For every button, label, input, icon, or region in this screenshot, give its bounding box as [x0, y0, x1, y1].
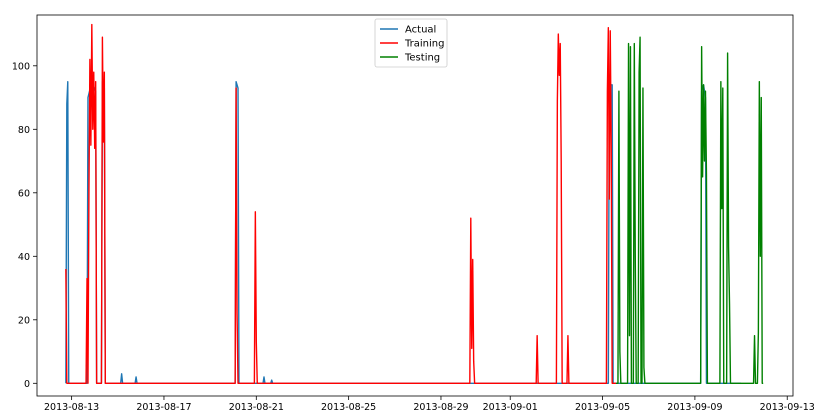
x-tick-label: 2013-08-25: [321, 402, 376, 413]
legend-label-training: Training: [404, 39, 444, 50]
x-tick-label: 2013-08-17: [136, 402, 191, 413]
series-layer: [65, 23, 764, 384]
legend: Actual Training Testing: [374, 18, 448, 68]
series-line-testing: [616, 36, 764, 384]
x-axis: 2013-08-13 2013-08-17 2013-08-21 2013-08-25…: [44, 396, 815, 413]
legend-box: [374, 18, 448, 68]
x-tick-label: 2013-09-01: [483, 402, 538, 413]
y-tick-label: 0: [24, 379, 30, 390]
y-axis: 0 20 40 60 80 100: [12, 61, 37, 390]
legend-label-testing: Testing: [404, 53, 440, 64]
x-tick-label: 2013-09-09: [667, 402, 722, 413]
x-tick-label: 2013-08-21: [229, 402, 284, 413]
y-tick-label: 40: [18, 252, 30, 263]
y-tick-label: 80: [18, 125, 30, 136]
y-tick-label: 100: [12, 61, 30, 72]
legend-label-actual: Actual: [405, 25, 436, 36]
x-tick-label: 2013-08-13: [44, 402, 99, 413]
plot-frame: [36, 14, 794, 397]
y-tick-label: 60: [18, 188, 30, 199]
x-tick-label: 2013-09-13: [760, 402, 815, 413]
series-line-training: [65, 23, 617, 384]
x-tick-label: 2013-08-29: [413, 402, 468, 413]
x-tick-label: 2013-09-05: [575, 402, 630, 413]
y-tick-label: 20: [18, 315, 30, 326]
